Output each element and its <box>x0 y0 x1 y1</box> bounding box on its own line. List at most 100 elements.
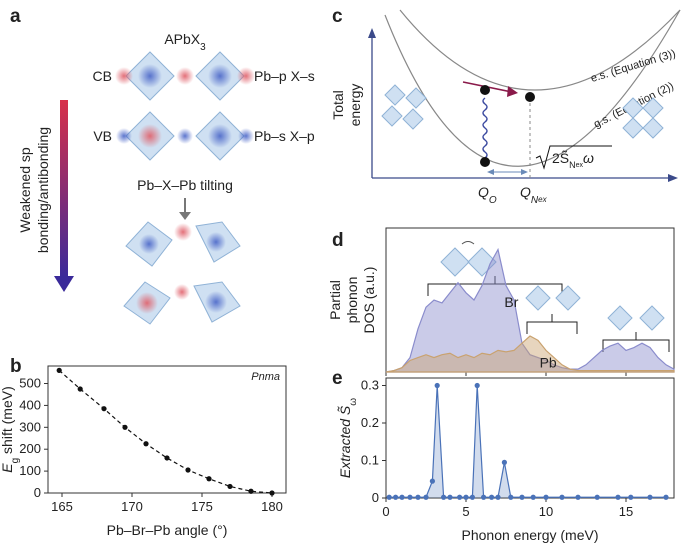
energy-label: energy <box>347 84 363 127</box>
point <box>415 494 421 500</box>
point <box>559 494 565 500</box>
area <box>385 247 675 373</box>
panel-label: a <box>10 6 21 27</box>
point <box>575 494 581 500</box>
y-tick-label: 0.1 <box>361 453 379 468</box>
cb-label: CB <box>93 68 112 84</box>
point <box>519 494 525 500</box>
point <box>269 490 275 496</box>
y-label-sub: g <box>10 458 21 464</box>
point <box>530 494 536 500</box>
area <box>385 335 675 373</box>
point <box>122 424 128 430</box>
arrow-label: bonding/antibonding <box>35 127 51 253</box>
y-axis-label: Partial <box>327 280 343 320</box>
y-label-main: E <box>0 463 15 473</box>
x-tick-label: 165 <box>51 499 73 514</box>
y-label-sub: ω <box>348 398 359 406</box>
point <box>393 494 399 500</box>
y-axis-label: Eg shift (meV) <box>0 386 21 472</box>
y-tick-label: 0.2 <box>361 415 379 430</box>
vb-label: VB <box>93 128 112 144</box>
arrow-label: Weakened sp <box>17 147 33 233</box>
x-tick-label: 10 <box>539 504 553 519</box>
panel-label: d <box>332 230 344 251</box>
line <box>58 369 273 494</box>
tilting-label: Pb–X–Pb tilting <box>137 177 233 193</box>
cb-octahedra <box>115 51 255 101</box>
y-tick-label: 0.3 <box>361 378 379 393</box>
y-tick-label: 500 <box>19 376 41 391</box>
plot-frame <box>385 377 675 499</box>
qnex-label: QNex <box>520 184 548 206</box>
point <box>543 494 549 500</box>
octahedra-icon <box>381 84 664 139</box>
q0-label: QO <box>478 184 497 206</box>
vb-octahedra <box>116 111 254 161</box>
x-axis-label: Pb–Br–Pb angle (°) <box>107 522 228 538</box>
y-tick-label: 0 <box>34 485 41 500</box>
point <box>206 476 212 482</box>
point <box>495 494 501 500</box>
point <box>227 483 233 490</box>
point <box>101 406 107 412</box>
y-tick-label: 300 <box>19 419 41 434</box>
point <box>143 441 149 447</box>
point <box>441 494 447 500</box>
sqrt-label: 2S̃Nexω <box>552 150 594 170</box>
point <box>447 494 453 500</box>
y-axis-label: phonon <box>344 277 360 324</box>
y-tick-label: 100 <box>19 463 41 478</box>
x-tick-label: 5 <box>462 504 469 519</box>
point <box>56 367 62 373</box>
panel-label: e <box>332 368 343 389</box>
panel-a: APbX3 CB Pb–p X–s VB Pb–s X–p Pb–X–Pb ti… <box>17 31 315 325</box>
y-tick-label: 400 <box>19 397 41 412</box>
point <box>647 494 653 500</box>
panel-c: Total energy e.s. (Equation (3)) g.s. (E… <box>330 9 681 206</box>
x-axis-label: Phonon energy (meV) <box>462 527 599 543</box>
y-label-tail: shift (meV) <box>0 386 15 458</box>
y-tick-label: 200 <box>19 441 41 456</box>
mode-icons <box>427 241 670 352</box>
x-tick-label: 0 <box>382 504 389 519</box>
annotation: Pnma <box>251 371 280 383</box>
point <box>628 494 634 500</box>
point <box>474 382 480 389</box>
point <box>429 478 435 484</box>
point <box>663 494 669 500</box>
panel-label: c <box>332 6 343 27</box>
tilted-octahedra <box>123 221 241 325</box>
x-tick-label: 175 <box>191 499 213 514</box>
point <box>386 494 392 500</box>
point <box>185 467 191 473</box>
x-tick-label: 180 <box>261 499 283 514</box>
energy-label: Total <box>330 90 346 120</box>
series-label: Pb <box>540 355 557 371</box>
formula: APbX3 <box>164 31 206 53</box>
point <box>248 488 254 494</box>
y-axis-label: DOS (a.u.) <box>361 267 377 334</box>
es-label: e.s. (Equation (3)) <box>589 48 677 85</box>
y-tick-label: 0 <box>372 490 379 505</box>
panel-label: b <box>10 356 22 377</box>
point <box>489 494 495 500</box>
vb-orbitals: Pb–s X–p <box>254 128 315 144</box>
point <box>434 382 440 389</box>
plot-frame <box>47 365 287 494</box>
point <box>508 494 514 500</box>
point <box>423 494 429 500</box>
y-label-main: Extracted S̃ <box>337 405 353 478</box>
point <box>501 459 507 465</box>
cb-orbitals: Pb–p X–s <box>254 68 315 84</box>
point <box>463 494 469 500</box>
point <box>77 386 83 392</box>
series-label: Br <box>504 294 518 310</box>
point <box>481 494 487 500</box>
point <box>469 494 475 500</box>
y-axis-label: Extracted S̃ω <box>337 398 359 478</box>
x-tick-label: 170 <box>121 499 143 514</box>
x-tick-label: 15 <box>619 504 633 519</box>
point <box>594 494 600 500</box>
